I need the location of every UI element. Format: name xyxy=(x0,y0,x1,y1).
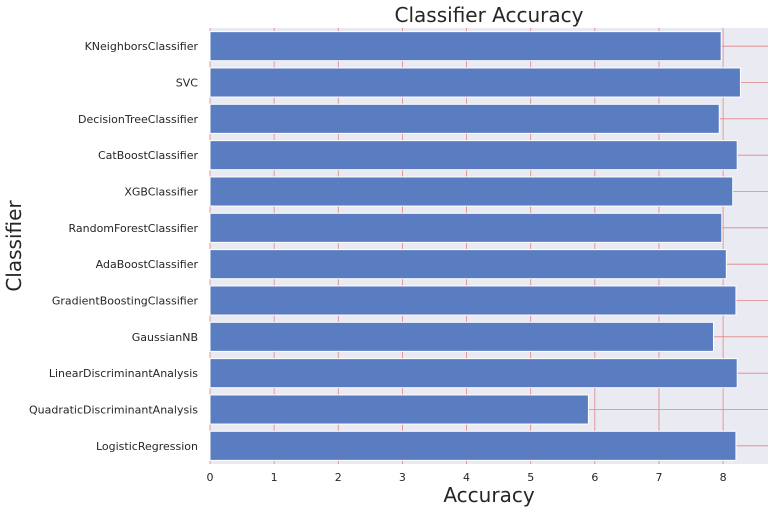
bar-GradientBoostingClassifier xyxy=(209,285,737,316)
y-tick-label: CatBoostClassifier xyxy=(98,149,198,162)
bar-XGBClassifier xyxy=(209,176,734,207)
x-tick-label: 7 xyxy=(655,471,662,484)
bar-DecisionTreeClassifier xyxy=(209,103,720,134)
y-tick-label: SVC xyxy=(176,77,199,90)
bar-LogisticRegression xyxy=(209,430,737,461)
x-tick-label: 3 xyxy=(399,471,406,484)
y-tick-label: DecisionTreeClassifier xyxy=(78,113,198,126)
y-tick-label: GradientBoostingClassifier xyxy=(52,295,199,308)
bar-SVC xyxy=(209,67,741,98)
y-tick-label: LogisticRegression xyxy=(96,440,198,453)
bars xyxy=(209,31,741,461)
bar-RandomForestClassifier xyxy=(209,212,723,243)
y-tick-label: XGBClassifier xyxy=(124,186,198,199)
chart-title: Classifier Accuracy xyxy=(395,3,584,27)
bar-AdaBoostClassifier xyxy=(209,249,727,280)
x-tick-label: 4 xyxy=(463,471,470,484)
x-tick-label: 5 xyxy=(527,471,534,484)
plot-area xyxy=(210,28,768,464)
y-tick-labels: KNeighborsClassifier SVC DecisionTreeClass… xyxy=(29,40,198,453)
x-tick-label: 1 xyxy=(271,471,278,484)
y-tick-label: LinearDiscriminantAnalysis xyxy=(49,367,198,380)
y-tick-label: GaussianNB xyxy=(132,331,198,344)
y-tick-label: AdaBoostClassifier xyxy=(96,258,199,271)
bar-GaussianNB xyxy=(209,321,714,352)
x-tick-label: 6 xyxy=(591,471,598,484)
bar-QuadraticDiscriminantAnalysis xyxy=(209,394,589,425)
x-tick-label: 0 xyxy=(207,471,214,484)
bar-LinearDiscriminantAnalysis xyxy=(209,358,738,389)
bar-CatBoostClassifier xyxy=(209,140,738,171)
x-tick-label: 8 xyxy=(720,471,727,484)
x-tick-label: 2 xyxy=(335,471,342,484)
y-axis-label: Classifier xyxy=(2,200,26,292)
y-tick-label: RandomForestClassifier xyxy=(68,222,198,235)
bar-KNeighborsClassifier xyxy=(209,31,722,62)
x-tick-labels: 0 1 2 3 4 5 6 7 8 xyxy=(207,471,727,484)
y-tick-label: QuadraticDiscriminantAnalysis xyxy=(29,404,198,417)
x-axis-label: Accuracy xyxy=(443,483,534,507)
y-tick-label: KNeighborsClassifier xyxy=(85,40,199,53)
